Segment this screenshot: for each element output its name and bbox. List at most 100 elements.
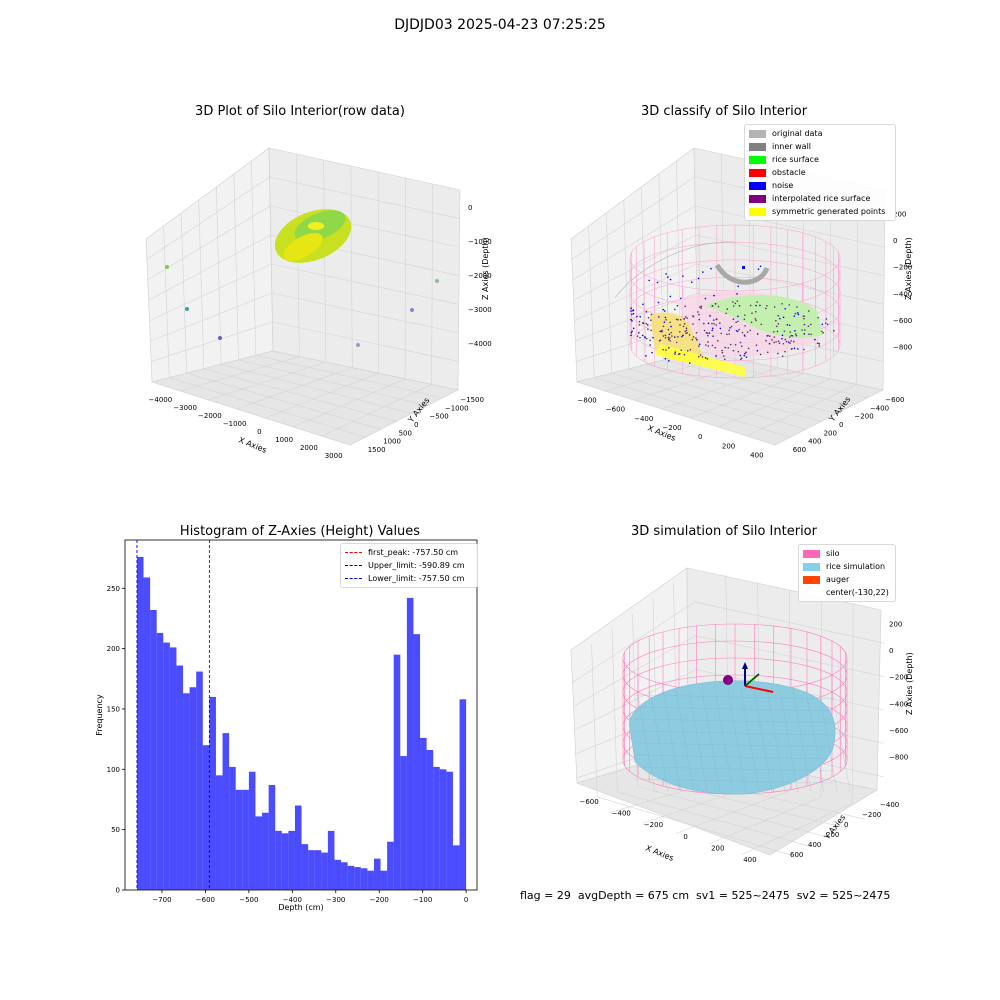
classify-legend-entry: interpolated rice surface — [749, 192, 891, 205]
histogram-legend-entry: first_peak: -757.50 cm — [345, 546, 473, 559]
status-text: flag = 29 avgDepth = 675 cm sv1 = 525~24… — [520, 889, 891, 902]
raw-x-tick-label: 3000 — [325, 452, 343, 460]
histogram-bar — [334, 859, 342, 890]
histogram-y-tick-label: 150 — [107, 705, 120, 713]
classify-x-tick-label: 400 — [750, 451, 763, 459]
histogram-bar — [367, 870, 374, 890]
simulation-z-tick-label: 0 — [889, 647, 893, 655]
simulation-y-tick-label: 600 — [790, 851, 803, 859]
histogram-legend-swatch — [345, 565, 362, 566]
classify-legend-swatch — [749, 142, 766, 151]
histogram-bar — [202, 745, 210, 890]
raw-z-tick-label: −2000 — [468, 272, 492, 280]
simulation-z-tick-label: −600 — [889, 727, 908, 735]
histogram-y-tick-label: 250 — [107, 585, 120, 593]
histogram-bar — [393, 654, 401, 890]
histogram-bar — [433, 766, 440, 890]
simulation-legend-entry: rice simulation — [803, 560, 891, 573]
histogram-legend-swatch — [345, 552, 362, 553]
classify-x-tick-label: 200 — [722, 442, 735, 450]
simulation-x-tick-label: 0 — [683, 833, 687, 841]
histogram-y-tick-label: 50 — [111, 826, 120, 834]
classify-x-tick-label: −600 — [606, 406, 625, 414]
histogram-bar — [163, 642, 170, 890]
histogram-bar — [439, 769, 447, 890]
histogram-bar — [387, 841, 394, 890]
classify-legend-label: symmetric generated points — [772, 207, 886, 216]
classify-y-tick-label: 0 — [839, 421, 843, 429]
histogram-x-tick-label: 0 — [464, 896, 468, 904]
raw-x-tick-label: −3000 — [173, 404, 197, 412]
histogram-bar — [183, 693, 190, 890]
classify-legend-swatch — [749, 181, 766, 190]
simulation-legend: silo rice simulation auger center(-130,22) — [798, 544, 896, 602]
histogram-bar — [189, 687, 197, 890]
simulation-x-tick-label: −600 — [579, 798, 598, 806]
classify-x-tick-label: −800 — [578, 397, 597, 405]
classify-z-tick-label: −600 — [893, 317, 912, 325]
histogram-bar — [420, 737, 427, 890]
simulation-z-tick-label: −800 — [889, 754, 908, 762]
simulation-legend-label: rice simulation — [826, 562, 886, 571]
raw-zlabel: Z Axies (Depth) — [481, 237, 490, 300]
histogram-bar — [314, 850, 322, 890]
simulation-legend-entry: silo — [803, 547, 891, 560]
simulation-xlabel: X Axies — [644, 844, 675, 863]
raw-y-tick-label: −1500 — [460, 396, 484, 404]
classify-legend-entry: symmetric generated points — [749, 205, 891, 218]
histogram-bar — [452, 845, 460, 890]
histogram-bar — [143, 577, 151, 890]
simulation-x-tick-label: 200 — [711, 845, 724, 853]
histogram-x-tick-label: −400 — [283, 896, 302, 904]
classify-z-tick-label: −200 — [893, 264, 912, 272]
simulation-z-tick-label: 200 — [889, 620, 902, 628]
histogram-bar — [400, 756, 407, 890]
histogram-bar — [341, 862, 348, 890]
simulation-z-tick-label: −200 — [889, 674, 908, 682]
histogram-bar — [248, 771, 256, 890]
histogram-bar — [321, 852, 328, 890]
classify-x-tick-label: −200 — [662, 424, 681, 432]
histogram-bar — [215, 775, 223, 890]
classify-legend-label: obstacle — [772, 168, 806, 177]
simulation-legend-label: center(-130,22) — [826, 588, 889, 597]
histogram-bar — [380, 870, 388, 890]
histogram-ylabel: Frequency — [95, 694, 104, 736]
raw-y-tick-label: −1000 — [445, 404, 469, 412]
classify-y-tick-label: 200 — [824, 429, 837, 437]
histogram-y-tick-label: 0 — [116, 887, 120, 895]
histogram-bar — [150, 610, 157, 890]
histogram-bar — [176, 665, 184, 890]
simulation-y-tick-label: 400 — [808, 841, 821, 849]
classify-legend-label: inner wall — [772, 142, 812, 151]
raw-y-tick-label: 1500 — [368, 446, 386, 454]
simulation-legend-entry: auger — [803, 573, 891, 586]
simulation-zlabel: Z Axies (Depth) — [905, 652, 914, 715]
histogram-legend-entry: Upper_limit: -590.89 cm — [345, 559, 473, 572]
classify-y-tick-label: −200 — [854, 413, 873, 421]
simulation-legend-label: silo — [826, 549, 840, 558]
raw-x-tick-label: −2000 — [198, 412, 222, 420]
raw-z-tick-label: −4000 — [468, 340, 492, 348]
simulation-y-tick-label: 200 — [826, 831, 839, 839]
histogram-bar — [222, 733, 230, 890]
raw-z-tick-label: −1000 — [468, 238, 492, 246]
raw-x-tick-label: −1000 — [223, 420, 247, 428]
classify-y-tick-label: −600 — [885, 396, 904, 404]
rice-center-marker — [723, 675, 733, 685]
raw-z-tick-label: 0 — [468, 204, 472, 212]
histogram-bar — [255, 816, 263, 890]
histogram-bar — [301, 844, 309, 890]
simulation-x-tick-label: −400 — [612, 810, 631, 818]
histogram-xlabel: Depth (cm) — [278, 903, 323, 912]
histogram-legend-label: first_peak: -757.50 cm — [368, 548, 459, 557]
histogram-bar — [347, 865, 355, 890]
histogram-bar — [354, 867, 361, 890]
simulation-legend-swatch — [803, 549, 820, 558]
simulation-panel-title: 3D simulation of Silo Interior — [631, 524, 817, 539]
simulation-surface — [622, 623, 851, 795]
simulation-legend-swatch — [803, 575, 820, 584]
histogram-bar — [360, 868, 368, 890]
histogram-x-tick-label: −300 — [326, 896, 345, 904]
